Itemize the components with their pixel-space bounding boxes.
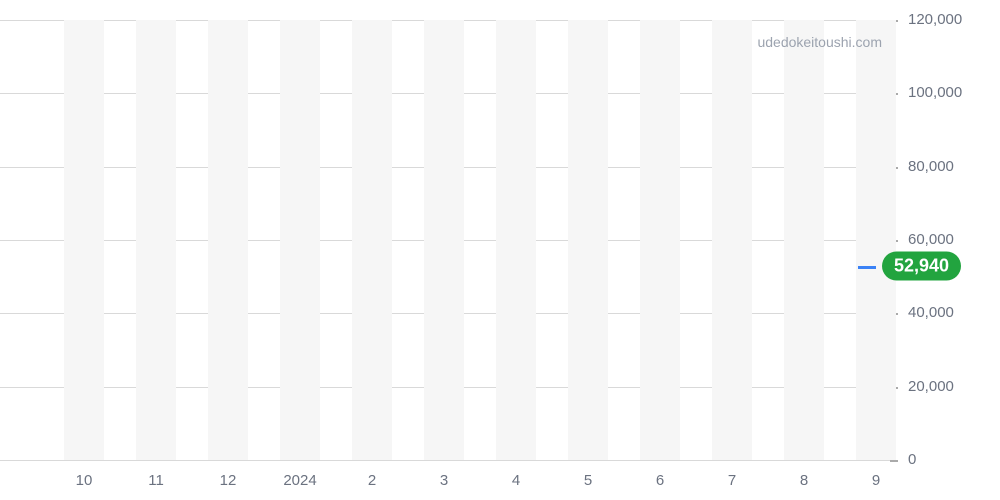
current-value-text: 52,940 [894, 255, 949, 275]
x-axis-label: 7 [728, 472, 736, 489]
y-axis-label: 100,000 [908, 84, 962, 101]
x-band [352, 20, 392, 460]
y-axis-label: 80,000 [908, 158, 954, 175]
y-axis-label: 20,000 [908, 378, 954, 395]
watermark-text: udedokeitoushi.com [757, 34, 882, 50]
x-axis-label: 4 [512, 472, 520, 489]
x-axis-label: 8 [800, 472, 808, 489]
x-band [640, 20, 680, 460]
x-axis-label: 11 [148, 472, 164, 489]
x-axis-label: 9 [872, 472, 880, 489]
x-axis-label: 3 [440, 472, 448, 489]
watermark: udedokeitoushi.com [757, 34, 882, 50]
x-band [496, 20, 536, 460]
x-band [568, 20, 608, 460]
x-band [856, 20, 896, 460]
gridline [0, 460, 890, 461]
x-axis-label: 10 [76, 472, 93, 489]
y-axis-label: 40,000 [908, 304, 954, 321]
x-band [280, 20, 320, 460]
current-value-badge: 52,940 [882, 251, 961, 280]
x-band [208, 20, 248, 460]
x-axis-label: 2024 [283, 472, 316, 489]
x-axis-label: 2 [368, 472, 376, 489]
x-band [712, 20, 752, 460]
series-line-segment [858, 266, 876, 269]
x-axis-label: 6 [656, 472, 664, 489]
x-axis-label: 5 [584, 472, 592, 489]
y-axis-label: 60,000 [908, 231, 954, 248]
x-axis-label: 12 [220, 472, 237, 489]
x-band [424, 20, 464, 460]
x-band [136, 20, 176, 460]
y-axis-label: 0 [908, 451, 916, 468]
price-chart: 020,00040,00060,00080,000100,000120,000 … [0, 0, 1000, 500]
x-band [784, 20, 824, 460]
x-band [64, 20, 104, 460]
y-tick [890, 460, 898, 462]
y-axis-label: 120,000 [908, 11, 962, 28]
